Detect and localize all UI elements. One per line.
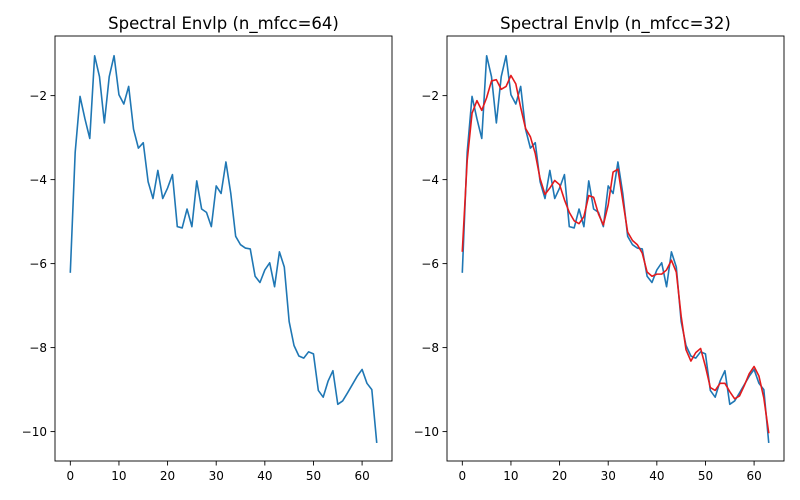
x-tick-label-right: 50 xyxy=(698,469,713,483)
x-tick-label-left: 20 xyxy=(160,469,175,483)
y-tick-label-left: −4 xyxy=(29,173,47,187)
y-tick-label-right: −8 xyxy=(421,341,439,355)
series-line-left-0 xyxy=(69,54,378,443)
y-tick-label-right: −10 xyxy=(414,425,439,439)
x-tick-label-right: 10 xyxy=(503,469,518,483)
series-line-right-1 xyxy=(461,74,770,434)
x-tick-label-right: 20 xyxy=(552,469,567,483)
axes-frame-right xyxy=(446,35,785,462)
series-line-right-0 xyxy=(461,54,770,443)
x-tick-label-left: 30 xyxy=(209,469,224,483)
panel-left: Spectral Envlp (n_mfcc=64) 0 10 20 30 40 50 60 −… xyxy=(22,14,393,483)
x-tick-label-left: 50 xyxy=(306,469,321,483)
panel-right: Spectral Envlp (n_mfcc=32) 0 10 20 30 40 50 60 −… xyxy=(414,14,785,483)
x-tick-label-left: 0 xyxy=(66,469,74,483)
x-tick-label-right: 40 xyxy=(649,469,664,483)
x-tick-label-right: 0 xyxy=(458,469,466,483)
y-tick-label-right: −4 xyxy=(421,173,439,187)
chart-title-right: Spectral Envlp (n_mfcc=32) xyxy=(500,14,731,34)
x-tick-label-right: 30 xyxy=(601,469,616,483)
x-tick-label-left: 40 xyxy=(257,469,272,483)
y-tick-label-left: −2 xyxy=(29,89,47,103)
y-tick-label-left: −8 xyxy=(29,341,47,355)
x-tick-label-left: 10 xyxy=(111,469,126,483)
x-tick-label-right: 60 xyxy=(746,469,761,483)
axes-frame-left xyxy=(54,35,393,462)
y-tick-label-right: −2 xyxy=(421,89,439,103)
chart-title-left: Spectral Envlp (n_mfcc=64) xyxy=(108,14,339,34)
x-tick-label-left: 60 xyxy=(354,469,369,483)
y-tick-label-right: −6 xyxy=(421,257,439,271)
y-tick-label-left: −10 xyxy=(22,425,47,439)
y-tick-label-left: −6 xyxy=(29,257,47,271)
